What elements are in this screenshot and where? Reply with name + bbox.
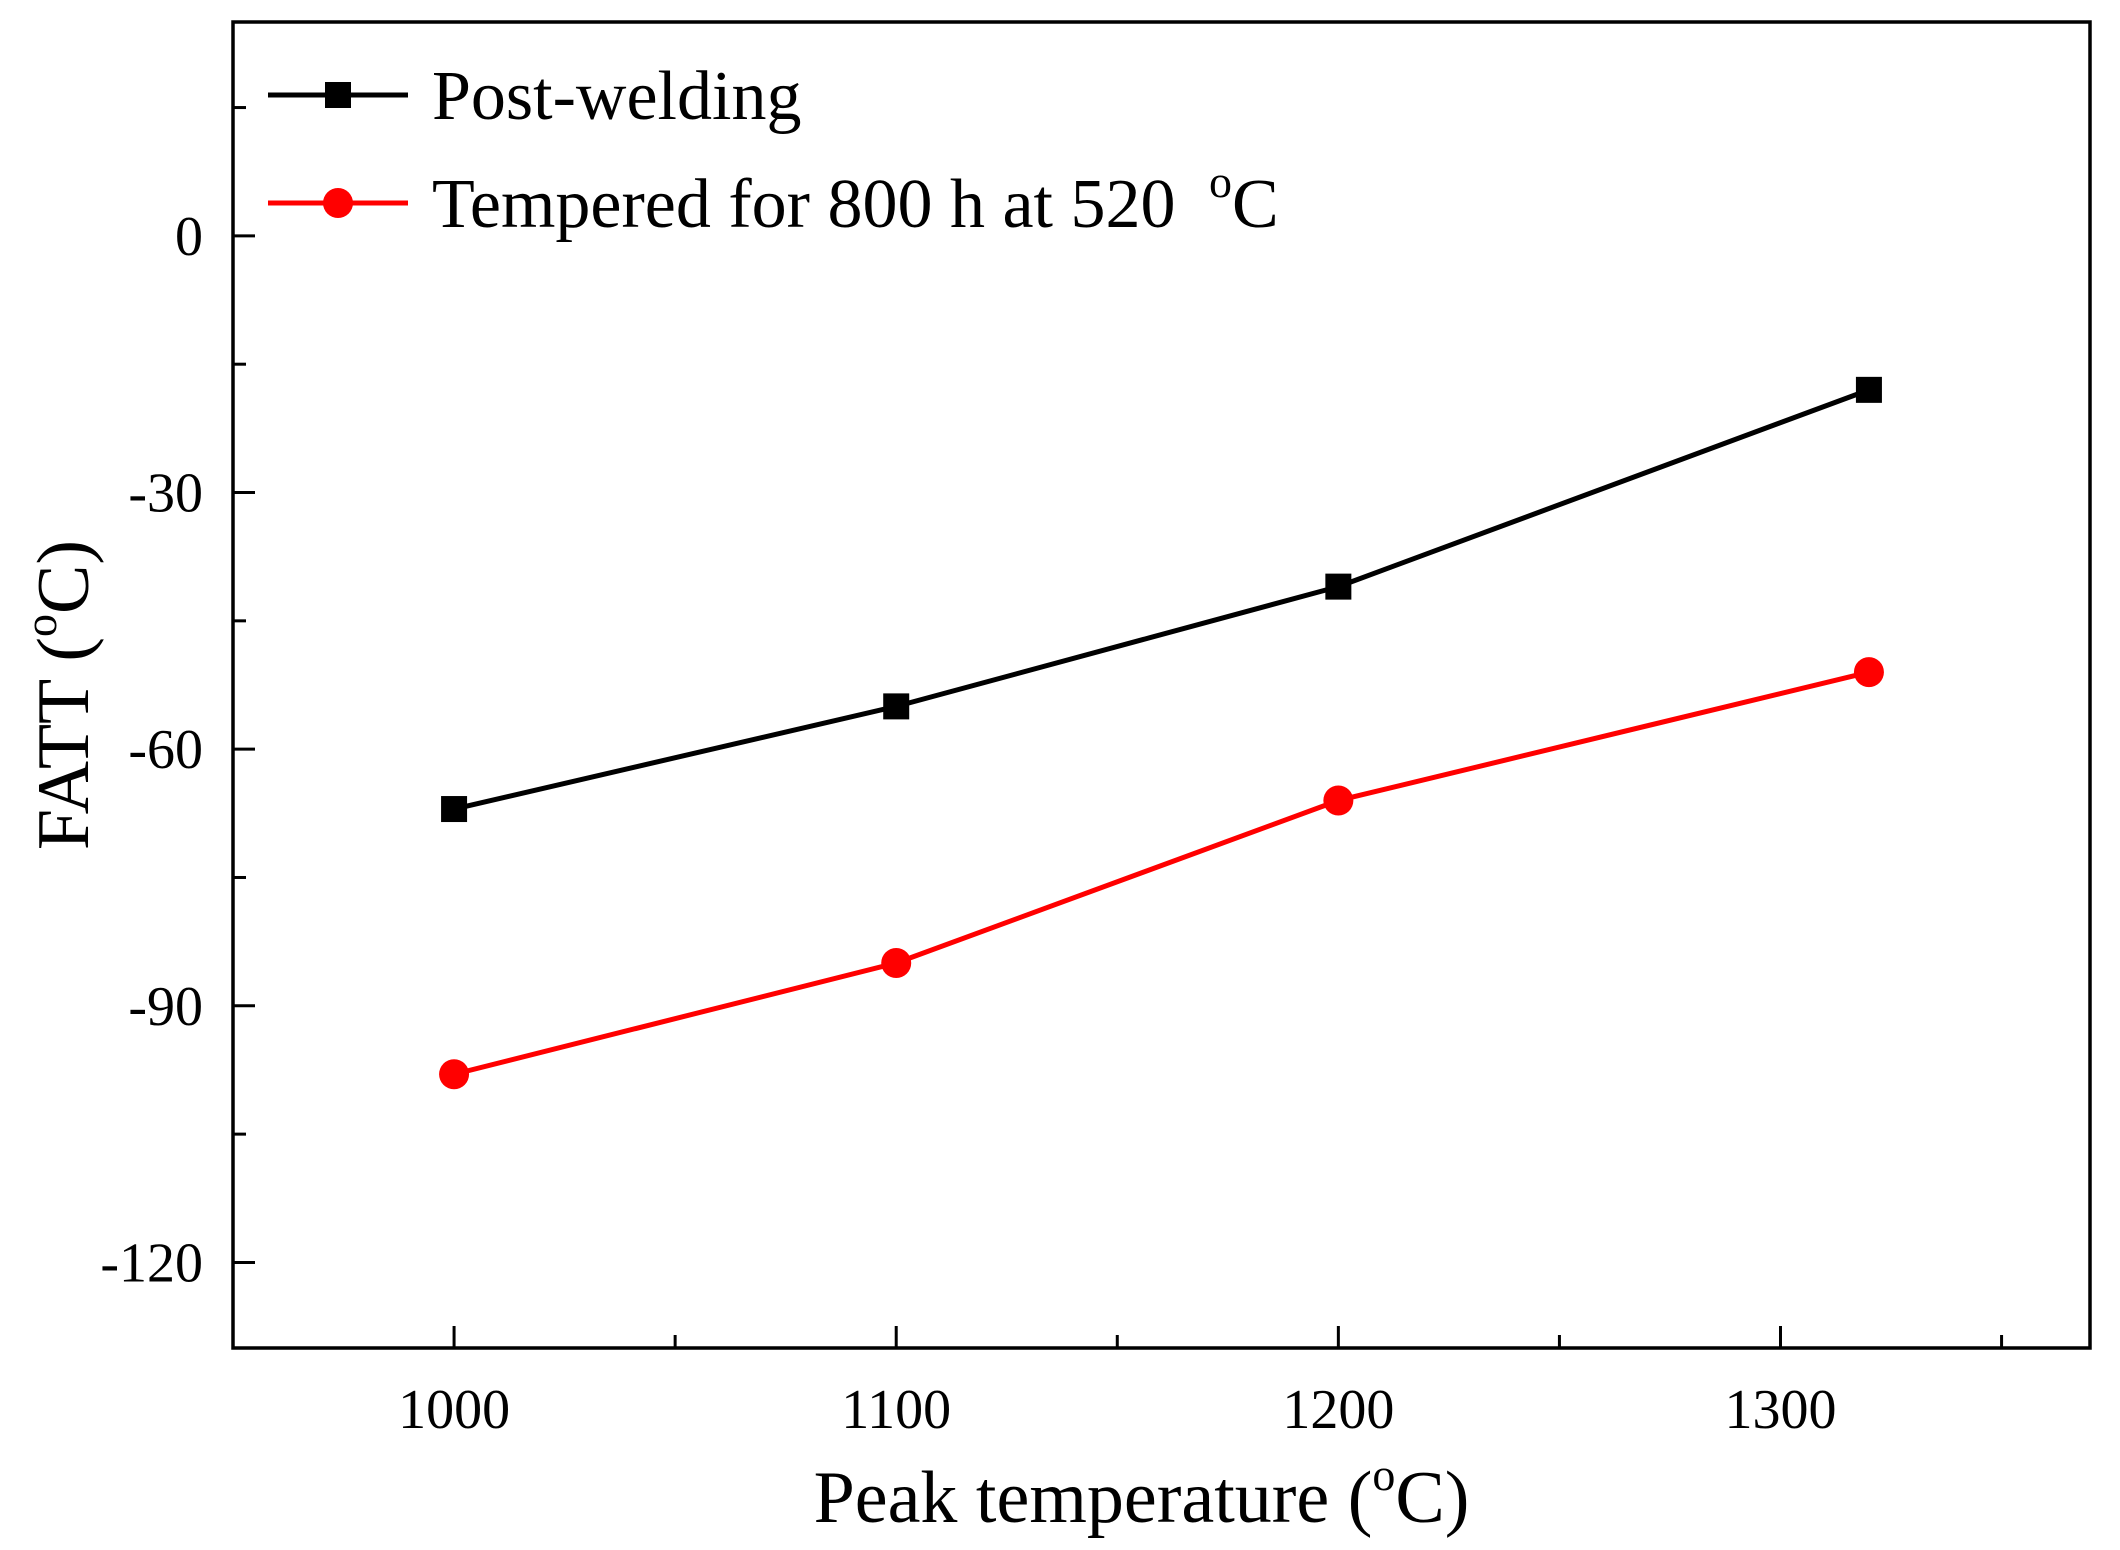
y-tick-label: -60	[128, 719, 203, 781]
axes-layer: 1000 1100 1200 1300 0 -30 -60 -90 -120	[100, 20, 2092, 1441]
data-point	[441, 796, 468, 823]
legend-item-post-welding: Post-welding	[268, 58, 801, 135]
axis-titles: Peak temperature (oC) FATT (oC)	[15, 540, 1469, 1539]
x-tick-label: 1000	[398, 1379, 510, 1441]
legend-item-tempered: Tempered for 800 h at 520 oC	[268, 156, 1279, 243]
y-axis-title: FATT (oC)	[15, 540, 105, 850]
data-point	[1853, 657, 1884, 688]
legend-label: Tempered for 800 h at 520 oC	[432, 156, 1279, 243]
y-tick-label: 0	[175, 206, 203, 268]
x-tick-label: 1300	[1725, 1379, 1837, 1441]
data-point	[883, 693, 910, 720]
data-point	[881, 948, 912, 979]
y-tick-label: -120	[100, 1232, 203, 1294]
legend-marker	[323, 188, 353, 218]
data-point	[1325, 573, 1352, 600]
y-tick-label: -90	[128, 976, 203, 1038]
x-tick-label: 1200	[1282, 1379, 1394, 1441]
series-line	[453, 669, 1870, 1077]
legend: Post-welding Tempered for 800 h at 520 oC	[268, 58, 1279, 243]
legend-marker	[325, 82, 351, 108]
x-tick-label: 1100	[841, 1379, 951, 1441]
y-tick-label: -30	[128, 463, 203, 525]
series-tempered	[439, 657, 1884, 1090]
data-point	[439, 1059, 470, 1090]
series-layer	[439, 376, 1884, 1090]
x-axis-title: Peak temperature (oC)	[814, 1449, 1470, 1539]
series-post-welding	[441, 376, 1882, 823]
legend-label: Post-welding	[432, 58, 801, 135]
data-point	[1855, 376, 1882, 403]
plot-frame	[231, 20, 2092, 1350]
series-line	[453, 387, 1870, 812]
data-point	[1323, 785, 1354, 816]
